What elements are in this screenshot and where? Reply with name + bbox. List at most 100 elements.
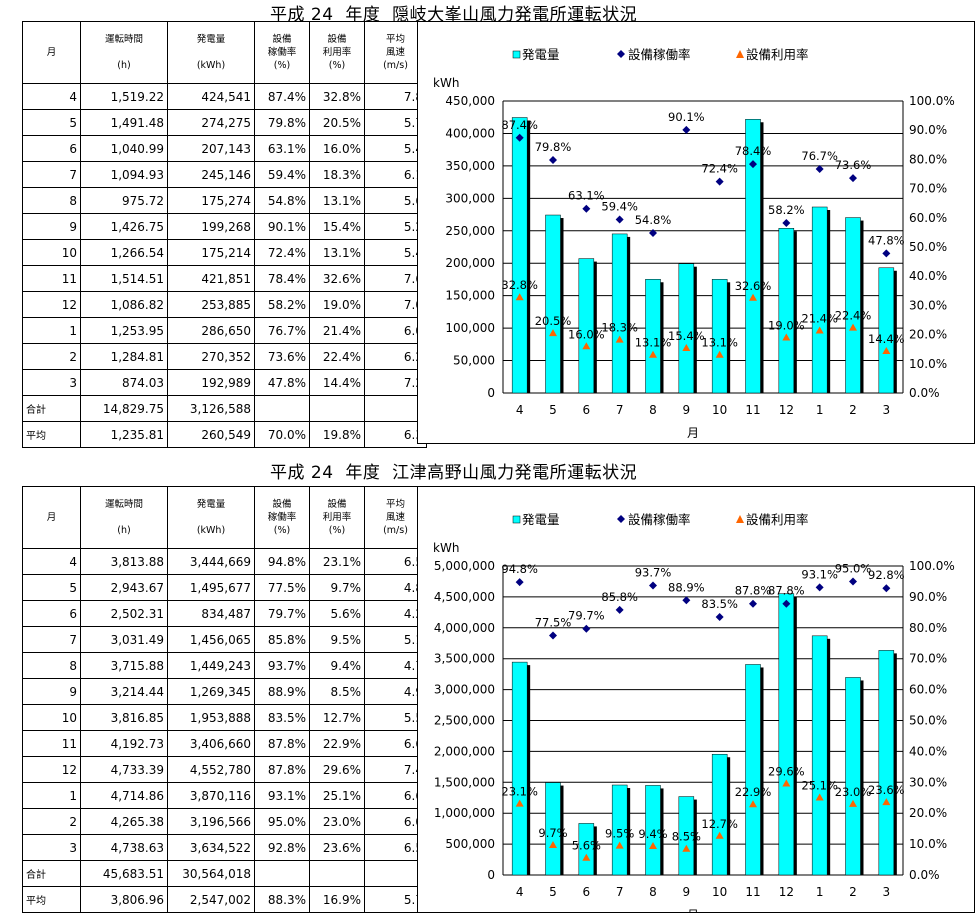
table-cell: [364, 860, 427, 887]
table-cell: 93.7%: [254, 652, 310, 679]
table-cell: 9: [22, 213, 81, 240]
table-cell: 63.1%: [254, 135, 310, 162]
y2-tick-label: 10.0%: [909, 837, 947, 851]
y-tick-label: 2,000,000: [434, 744, 495, 758]
utilization-rate-marker: [749, 800, 757, 808]
table-cell: 95.0%: [254, 808, 310, 835]
utilization-rate-label: 13.1%: [701, 336, 738, 350]
bar: [845, 677, 861, 876]
y-axis-unit: kWh: [433, 541, 459, 555]
table-cell: 4.8: [364, 574, 427, 601]
table-cell: 4,733.39: [80, 756, 168, 783]
table-cell: 83.5%: [254, 704, 310, 731]
operation-rate-marker: [615, 605, 624, 614]
bar: [611, 233, 628, 394]
operation-rate-marker: [715, 612, 724, 621]
table-cell: 54.8%: [254, 187, 310, 214]
x-tick-label: 2: [849, 885, 857, 899]
legend-bar-swatch: [512, 515, 521, 524]
utilization-rate-marker: [649, 350, 657, 358]
operation-rate-label: 95.0%: [835, 561, 872, 575]
utilization-rate-marker: [682, 844, 691, 852]
utilization-rate-label: 14.4%: [868, 332, 905, 346]
bar: [711, 279, 728, 394]
operation-rate-marker: [682, 125, 691, 134]
table-cell: 207,143: [167, 135, 255, 162]
table-cell: 19.0%: [309, 291, 365, 318]
table-cell: 1,253.95: [80, 317, 168, 344]
table-cell: 1,519.22: [80, 83, 168, 110]
operation-rate-marker: [715, 177, 724, 186]
y-tick-label: 100,000: [445, 321, 495, 335]
bar: [511, 117, 528, 394]
table-cell: 5: [22, 574, 81, 601]
table-cell: 975.72: [80, 187, 168, 214]
utilization-rate-marker: [715, 831, 724, 839]
table-cell: [309, 860, 365, 887]
table-cell: 1,094.93: [80, 161, 168, 188]
utilization-rate-marker: [549, 841, 557, 849]
operation-rate-marker: [882, 249, 891, 258]
operation-table: 月 運転時間 (h) 発電量 (kWh) 設備 稼働率 (%) 設備 利用率 (%) 平…: [22, 486, 427, 913]
table-cell: 10: [22, 704, 81, 731]
table-cell: 18.3%: [309, 161, 365, 188]
x-tick-label: 12: [779, 403, 794, 417]
y-tick-label: 50,000: [453, 354, 495, 368]
operation-rate-label: 79.7%: [568, 609, 605, 623]
col-header: 設備 利用率 (%): [309, 21, 365, 84]
table-cell: 192,989: [167, 369, 255, 396]
utilization-rate-marker: [849, 799, 857, 807]
operation-rate-label: 87.8%: [735, 584, 772, 598]
table-cell: 11: [22, 265, 81, 292]
y-tick-label: 4,500,000: [434, 590, 495, 604]
table-cell: 73.6%: [254, 343, 310, 370]
table-cell: 平均: [22, 421, 81, 448]
x-tick-label: 7: [616, 885, 624, 899]
y2-tick-label: 0.0%: [909, 868, 940, 882]
table-cell: 1,426.75: [80, 213, 168, 240]
table-cell: 3,126,588: [167, 395, 255, 422]
y2-tick-label: 20.0%: [909, 328, 947, 342]
chart-frame: 発電量 設備稼働率 設備利用率 kWh 0 500,000 1,000,000 1,500,0…: [417, 486, 975, 913]
table-cell: 270,352: [167, 343, 255, 370]
y2-tick-label: 80.0%: [909, 152, 947, 166]
table-cell: 11: [22, 730, 81, 757]
legend-bar-swatch: [512, 50, 521, 59]
bar: [711, 753, 728, 876]
x-tick-label: 3: [883, 403, 891, 417]
total-row: 合計 14,829.75 3,126,588: [22, 395, 427, 422]
y-tick-label: 1,500,000: [434, 775, 495, 789]
legend-label: 発電量: [522, 512, 560, 527]
table-cell: 424,541: [167, 83, 255, 110]
table-cell: 78.4%: [254, 265, 310, 292]
table-cell: 245,146: [167, 161, 255, 188]
y-tick-label: 450,000: [445, 94, 495, 108]
y-tick-label: 1,000,000: [434, 806, 495, 820]
operation-rate-marker: [582, 624, 591, 633]
utilization-rate-marker: [815, 793, 824, 801]
table-cell: 1,235.81: [80, 421, 168, 448]
table-cell: 9: [22, 678, 81, 705]
table-cell: 1,040.99: [80, 135, 168, 162]
table-cell: 12.7%: [309, 704, 365, 731]
table-row: 11 4,192.73 3,406,660 87.8% 22.9% 6.6: [22, 730, 427, 757]
average-row: 平均 3,806.96 2,547,002 88.3% 16.9% 5.7: [22, 886, 427, 913]
table-row: 12 4,733.39 4,552,780 87.8% 29.6% 7.4: [22, 756, 427, 783]
table-cell: 45,683.51: [80, 860, 168, 887]
operation-rate-label: 47.8%: [868, 233, 905, 247]
table-cell: 8.5%: [309, 678, 365, 705]
table-cell: 175,274: [167, 187, 255, 214]
table-cell: 87.8%: [254, 756, 310, 783]
section-title: 平成 24 年度 江津高野山風力発電所運転状況: [270, 463, 638, 483]
operation-rate-marker: [682, 596, 691, 605]
bar: [511, 661, 528, 876]
y2-tick-label: 30.0%: [909, 775, 947, 789]
utilization-rate-label: 22.9%: [735, 785, 772, 799]
bar: [878, 267, 895, 394]
bar: [578, 258, 595, 394]
operation-table: 月 運転時間 (h) 発電量 (kWh) 設備 稼働率 (%) 設備 利用率 (%) 平…: [22, 21, 427, 448]
table-cell: 90.1%: [254, 213, 310, 240]
utilization-rate-label: 25.1%: [801, 778, 838, 792]
table-cell: 1,284.81: [80, 343, 168, 370]
utilization-rate-label: 20.5%: [535, 314, 572, 328]
